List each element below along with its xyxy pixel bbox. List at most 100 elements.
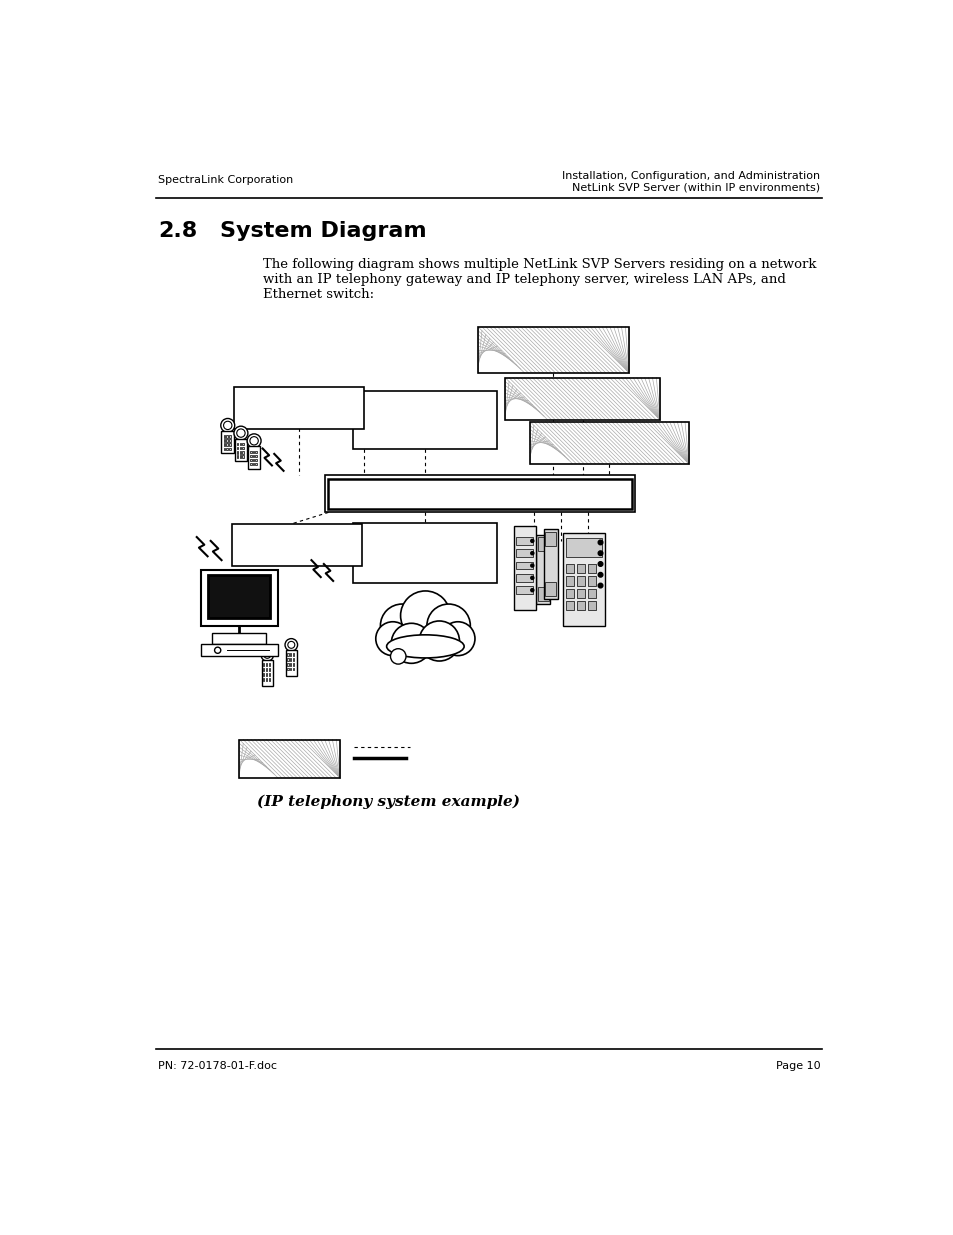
Bar — [587, 577, 596, 585]
Text: System Diagram: System Diagram — [220, 221, 426, 241]
Circle shape — [223, 421, 232, 430]
Bar — [226, 447, 228, 450]
Bar — [255, 459, 257, 461]
Bar — [226, 443, 228, 446]
Bar — [236, 443, 238, 446]
Text: Installation, Configuration, and Administration: Installation, Configuration, and Adminis… — [562, 170, 820, 180]
Bar — [530, 421, 688, 464]
Bar — [239, 443, 241, 446]
Bar — [587, 564, 596, 573]
Bar — [233, 387, 364, 430]
Bar — [537, 537, 548, 551]
Circle shape — [375, 621, 410, 656]
Circle shape — [378, 583, 472, 676]
Circle shape — [236, 429, 245, 437]
Bar — [200, 571, 278, 626]
Bar — [242, 443, 244, 446]
Bar — [505, 378, 659, 420]
Circle shape — [598, 583, 602, 588]
Bar — [236, 447, 238, 450]
Circle shape — [530, 564, 534, 567]
Bar — [577, 589, 584, 598]
Text: Page 10: Page 10 — [775, 1061, 820, 1071]
Bar — [255, 463, 257, 466]
Bar — [266, 678, 267, 680]
Bar — [477, 327, 629, 373]
Bar — [255, 454, 257, 457]
Bar — [266, 673, 267, 676]
Circle shape — [598, 540, 602, 545]
Bar — [324, 475, 634, 513]
Bar — [234, 438, 247, 461]
Bar — [229, 435, 231, 437]
Bar — [266, 663, 267, 666]
Circle shape — [530, 577, 534, 579]
Bar — [536, 535, 550, 604]
Bar — [223, 447, 225, 450]
Bar — [229, 440, 231, 442]
Circle shape — [261, 648, 274, 661]
Circle shape — [530, 552, 534, 555]
Bar — [266, 668, 267, 671]
Bar — [290, 658, 291, 661]
Bar — [293, 668, 294, 671]
Bar — [545, 582, 556, 595]
Bar — [269, 673, 270, 676]
Bar — [566, 601, 574, 610]
Bar — [236, 456, 238, 458]
Circle shape — [285, 638, 297, 651]
Circle shape — [530, 540, 534, 542]
Bar — [250, 451, 252, 453]
Circle shape — [390, 648, 406, 664]
Bar — [239, 456, 241, 458]
Bar — [239, 451, 241, 453]
Bar — [530, 421, 688, 464]
Circle shape — [264, 651, 271, 658]
Bar — [223, 443, 225, 446]
Bar — [253, 459, 254, 461]
Bar — [253, 454, 254, 457]
Circle shape — [427, 604, 470, 647]
Circle shape — [250, 437, 258, 445]
Bar — [287, 668, 288, 671]
Bar — [250, 454, 252, 457]
Ellipse shape — [386, 635, 464, 658]
Bar — [239, 447, 241, 450]
Circle shape — [214, 647, 220, 653]
Bar — [239, 740, 340, 778]
Bar — [242, 447, 244, 450]
Bar — [250, 463, 252, 466]
Bar — [200, 645, 278, 656]
Bar — [263, 673, 264, 676]
Bar — [562, 534, 604, 626]
Bar — [261, 659, 273, 687]
Bar — [242, 451, 244, 453]
Text: (IP telephony system example): (IP telephony system example) — [257, 795, 520, 809]
Bar — [566, 564, 574, 573]
Bar — [565, 537, 601, 557]
Bar — [516, 574, 533, 582]
Bar — [212, 634, 266, 645]
Bar — [516, 537, 533, 545]
Bar — [263, 678, 264, 680]
Bar — [516, 550, 533, 557]
Bar — [263, 663, 264, 666]
Bar — [287, 653, 288, 656]
Bar — [566, 589, 574, 598]
Bar — [577, 564, 584, 573]
Circle shape — [440, 621, 475, 656]
Circle shape — [400, 592, 450, 640]
Bar — [328, 478, 631, 509]
Bar — [223, 440, 225, 442]
Bar — [516, 587, 533, 594]
Bar — [285, 650, 296, 676]
Text: Ethernet switch:: Ethernet switch: — [262, 288, 374, 301]
Bar — [255, 451, 257, 453]
Circle shape — [380, 604, 423, 647]
Bar — [290, 663, 291, 666]
Bar — [269, 668, 270, 671]
Text: The following diagram shows multiple NetLink SVP Servers residing on a network: The following diagram shows multiple Net… — [262, 258, 815, 270]
Bar — [287, 663, 288, 666]
Bar — [250, 459, 252, 461]
Bar — [232, 524, 361, 567]
